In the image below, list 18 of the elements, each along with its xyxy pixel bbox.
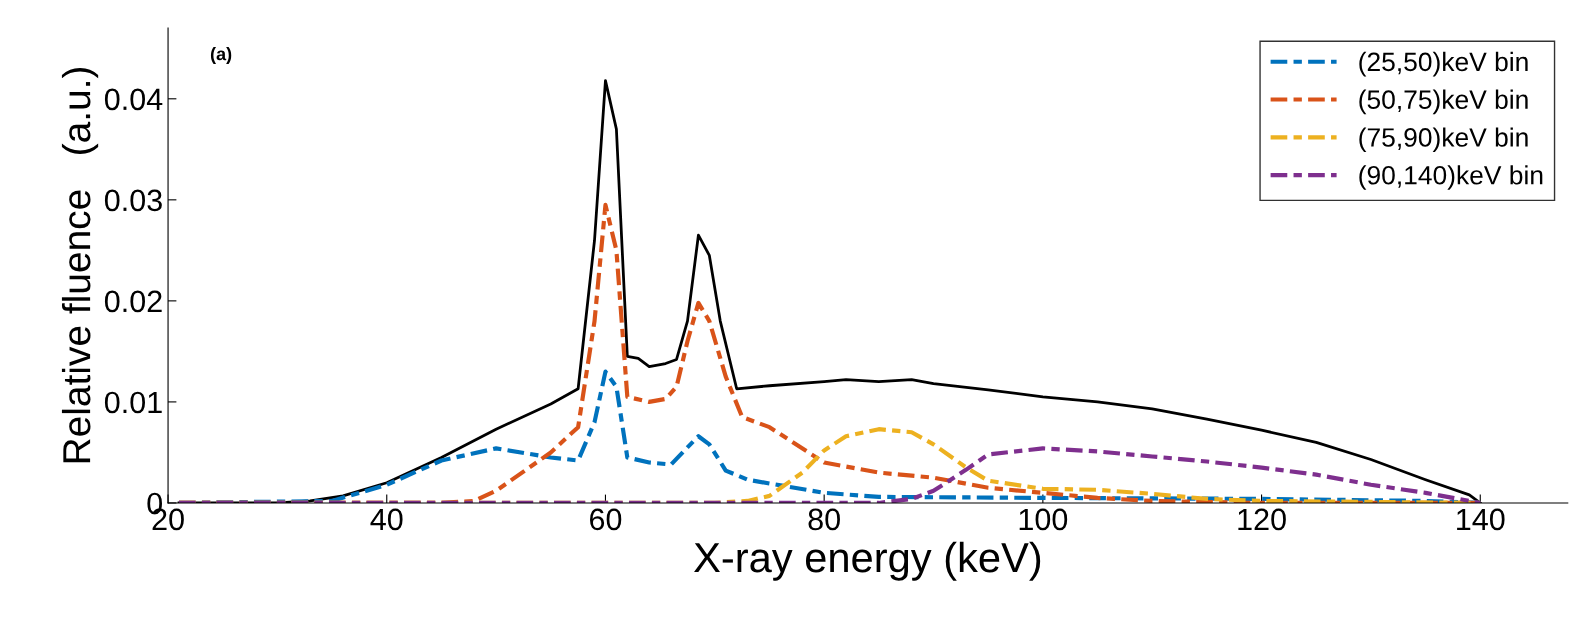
x-axis-title: X-ray energy (keV)	[694, 541, 1041, 581]
y-tick-label: 0.02	[104, 290, 162, 313]
x-tick-label: 60	[590, 508, 622, 531]
legend-label: (50,75)keV bin	[1359, 89, 1528, 115]
y-axis-title: Relative fluence (a.u.)	[61, 67, 99, 463]
y-tick-label: 0.01	[104, 391, 162, 414]
x-tick-label: 120	[1238, 508, 1286, 531]
x-tick-label: 100	[1019, 508, 1068, 531]
legend-label: (25,50)keV bin	[1359, 51, 1528, 77]
y-tick-label: 0.03	[104, 189, 162, 212]
annotation: (a)	[210, 47, 232, 64]
line-series	[176, 446, 1483, 503]
legend-label: (90,140)keV bin	[1359, 165, 1543, 190]
x-tick-label: 140	[1457, 508, 1505, 531]
x-tick-label: 80	[808, 508, 840, 531]
legend-label: (75,90)keV bin	[1359, 127, 1528, 152]
x-tick-label: 40	[370, 508, 403, 531]
y-tick-label: 0.04	[104, 88, 163, 111]
